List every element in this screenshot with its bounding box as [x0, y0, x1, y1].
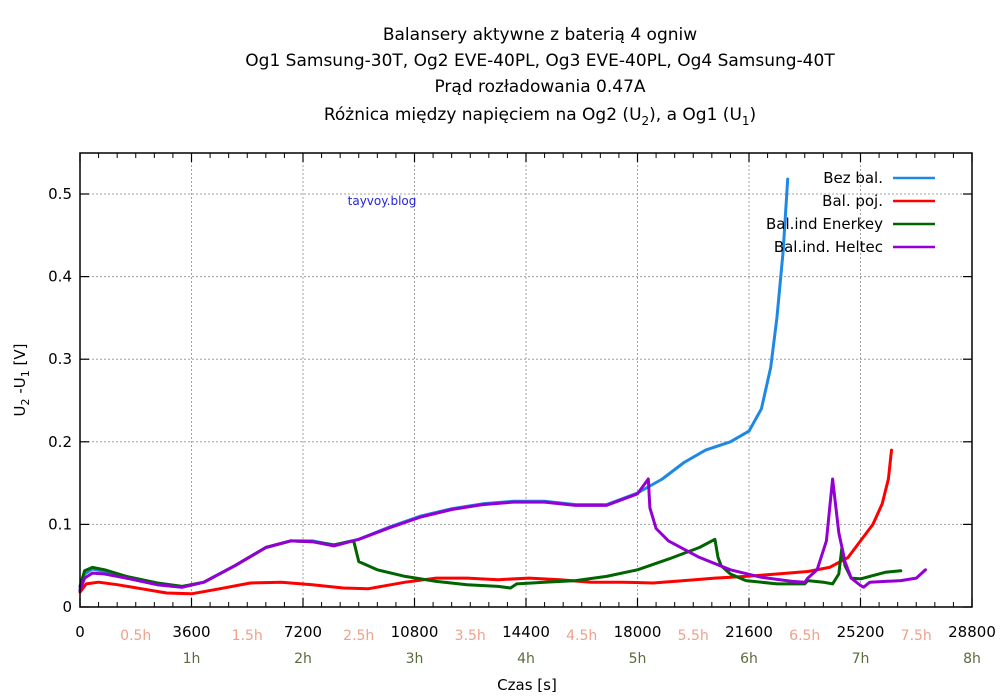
half-hour-label: 6.5h [789, 628, 820, 644]
half-hour-label: 3.5h [455, 628, 486, 644]
x-axis-label: Czas [s] [497, 676, 557, 694]
series-layer [78, 177, 927, 596]
half-hour-label: 7.5h [901, 628, 932, 644]
x-tick-label: 10800 [391, 623, 439, 641]
legend: Bez bal. Bal. poj. Bal.ind Enerkey Bal.ind.… [766, 169, 935, 256]
y-tick-label: 0.4 [48, 268, 72, 286]
x-tick-label: 3600 [172, 623, 210, 641]
y-tick-label: 0.2 [48, 433, 72, 451]
tick-labels: 0 0.1 0.2 0.3 0.4 0.5 0 3600 7200 10800 14400 18000… [48, 185, 996, 667]
x-tick-label: 25200 [837, 623, 885, 641]
y-tick-label: 0.1 [48, 515, 72, 533]
ylabel-a: U [11, 405, 29, 416]
half-hour-label: 4.5h [566, 628, 597, 644]
series-line-bal-poj- [78, 448, 893, 596]
hour-label: 7h [852, 651, 870, 667]
half-hour-label: 2.5h [343, 628, 374, 644]
y-tick-label: 0.5 [48, 185, 72, 203]
title-4-prefix: Różnica między napięciem na Og2 (U [324, 105, 642, 125]
ylabel-a-sub: 2 [19, 398, 32, 405]
ticks [79, 153, 973, 608]
hour-label: 6h [740, 651, 758, 667]
title-line-3: Prąd rozładowania 0.47A [434, 77, 645, 97]
hour-label: 4h [517, 651, 535, 667]
hour-label: 3h [406, 651, 424, 667]
grid [80, 153, 972, 607]
title-4-sub1: 2 [642, 114, 650, 128]
x-tick-label: 14400 [502, 623, 550, 641]
half-hour-label: 1.5h [232, 628, 263, 644]
ylabel-b: -U [11, 377, 29, 398]
title-4-sub2: 1 [742, 114, 750, 128]
title-line-4: Różnica między napięciem na Og2 (U2), a … [324, 105, 756, 128]
x-tick-label: 21600 [725, 623, 773, 641]
hour-label: 2h [294, 651, 312, 667]
x-tick-label: 7200 [284, 623, 322, 641]
hour-label: 1h [183, 651, 201, 667]
ylabel-c: [V] [11, 344, 29, 371]
y-axis-label: U2 -U1 [V] [11, 344, 32, 417]
watermark: tayvoy.blog [348, 194, 417, 208]
title-4-suffix: ) [750, 105, 757, 125]
x-tick-label: 0 [75, 623, 85, 641]
legend-label: Bal. poj. [822, 192, 883, 210]
title-4-mid: ), a Og1 (U [649, 105, 742, 125]
y-tick-label: 0 [62, 598, 72, 616]
legend-label: Bez bal. [823, 169, 883, 187]
hour-label: 5h [629, 651, 647, 667]
legend-label: Bal.ind Enerkey [766, 215, 883, 233]
title-line-2: Og1 Samsung-30T, Og2 EVE-40PL, Og3 EVE-4… [245, 51, 835, 71]
title-line-1: Balansery aktywne z baterią 4 ogniw [383, 25, 697, 45]
ylabel-b-sub: 1 [19, 370, 32, 377]
half-hour-label: 5.5h [678, 628, 709, 644]
hour-label: 8h [963, 651, 981, 667]
x-tick-label: 28800 [948, 623, 996, 641]
x-tick-label: 18000 [614, 623, 662, 641]
y-tick-label: 0.3 [48, 350, 72, 368]
series-line-bez-bal- [78, 177, 790, 591]
legend-label: Bal.ind. Heltec [774, 238, 883, 256]
half-hour-label: 0.5h [120, 628, 151, 644]
series-line-bal-ind-heltec [78, 477, 927, 592]
